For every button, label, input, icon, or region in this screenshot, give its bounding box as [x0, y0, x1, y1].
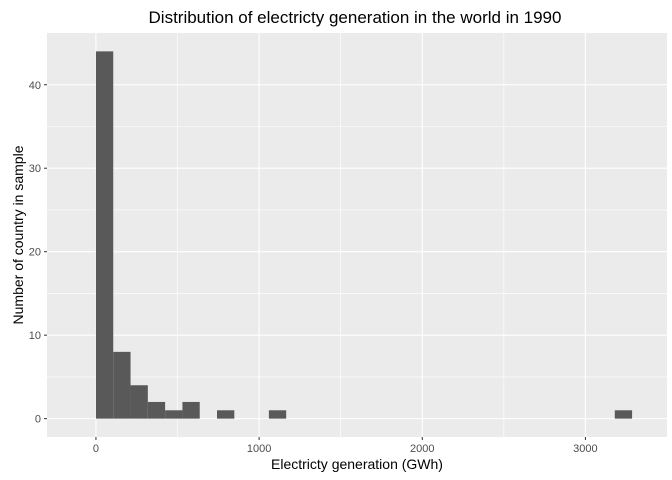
histogram-bar — [268, 410, 287, 419]
x-tick-label: 3000 — [573, 443, 597, 455]
x-tick-label: 0 — [93, 443, 99, 455]
histogram-bar — [182, 401, 200, 419]
x-axis-ticks: 0 1000 2000 3000 — [93, 437, 598, 455]
histogram-bar — [165, 410, 183, 419]
histogram-bar — [217, 410, 235, 419]
x-tick-label: 1000 — [247, 443, 271, 455]
minor-gridlines — [47, 33, 667, 437]
histogram-bar — [147, 401, 166, 419]
x-axis-title: Electricty generation (GWh) — [271, 456, 443, 472]
histogram-bar — [113, 351, 131, 419]
y-tick-label: 30 — [29, 163, 41, 175]
y-tick-label: 40 — [29, 80, 41, 92]
y-tick-label: 10 — [29, 330, 41, 342]
chart-title: Distribution of electricty generation in… — [149, 8, 562, 27]
histogram-bar — [130, 385, 148, 419]
y-tick-label: 0 — [35, 414, 41, 426]
histogram-bars — [95, 51, 633, 419]
x-tick-label: 2000 — [410, 443, 434, 455]
y-axis-ticks: 0 10 20 30 40 — [29, 80, 47, 426]
plot-panel — [47, 33, 667, 437]
y-tick-label: 20 — [29, 247, 41, 259]
histogram-bar — [95, 51, 114, 419]
y-axis-title: Number of country in sample — [10, 145, 26, 324]
histogram-bar — [614, 410, 633, 419]
